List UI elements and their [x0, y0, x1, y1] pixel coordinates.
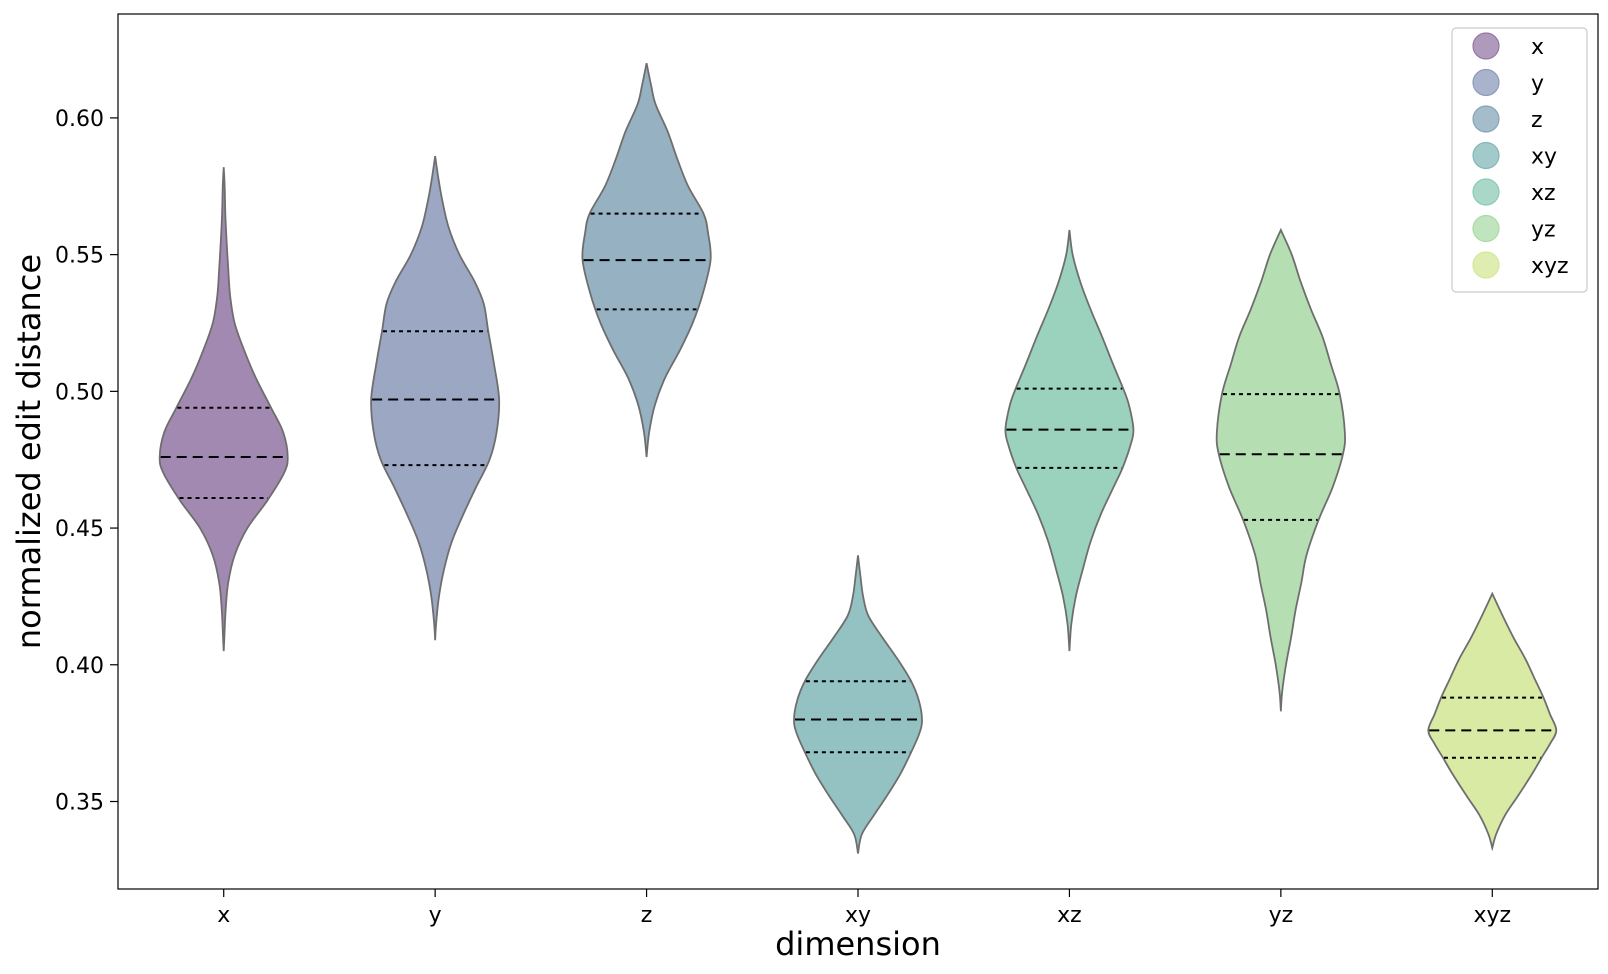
x-tick-label: z	[641, 903, 653, 928]
quartile-lines-group	[160, 212, 1556, 759]
y-tick-label: 0.60	[55, 107, 104, 132]
x-tick-label: xz	[1057, 903, 1082, 928]
legend-label-xyz: xyz	[1531, 254, 1569, 279]
y-tick-label: 0.40	[55, 654, 104, 679]
x-tick-label: yz	[1269, 903, 1294, 928]
y-tick-label: 0.45	[55, 517, 104, 542]
violin-y	[370, 156, 501, 641]
legend-label-y: y	[1531, 72, 1544, 97]
violin-xyz	[1427, 591, 1558, 852]
violin-xz	[1004, 229, 1135, 652]
violin-yz	[1215, 227, 1346, 712]
x-tick-label: x	[217, 903, 230, 928]
x-tick-label: xy	[845, 903, 871, 928]
x-tick-label: y	[429, 903, 442, 928]
plot-frame	[117, 13, 1599, 890]
y-axis-label: normalized edit distance	[10, 254, 48, 649]
y-tick-label: 0.35	[55, 791, 104, 816]
violins-group	[158, 63, 1558, 854]
legend-marker-xy	[1472, 141, 1500, 170]
y-axis-ticks: 0.35 0.40 0.45 0.50 0.55 0.60	[55, 107, 118, 816]
x-tick-label: xyz	[1473, 903, 1511, 928]
legend-marker-yz	[1472, 214, 1500, 243]
legend-marker-xz	[1472, 178, 1500, 206]
legend-label-z: z	[1531, 108, 1543, 133]
legend-marker-x	[1472, 32, 1500, 60]
legend-label-yz: yz	[1531, 218, 1556, 243]
x-axis-label: dimension	[775, 925, 941, 963]
legend-marker-z	[1472, 105, 1500, 133]
y-tick-label: 0.55	[55, 244, 104, 269]
y-tick-label: 0.50	[55, 380, 104, 405]
x-axis-ticks: x y z xy xz yz xyz	[217, 889, 1511, 928]
legend-label-xy: xy	[1531, 145, 1557, 170]
legend-marker-xyz	[1472, 251, 1500, 279]
legend-label-xz: xz	[1531, 181, 1556, 206]
legend-box	[1451, 27, 1588, 293]
legend-label-x: x	[1531, 35, 1544, 60]
legend-marker-y	[1472, 68, 1500, 97]
violin-x	[158, 167, 289, 652]
violin-xy	[793, 555, 923, 854]
violin-z	[581, 63, 712, 458]
